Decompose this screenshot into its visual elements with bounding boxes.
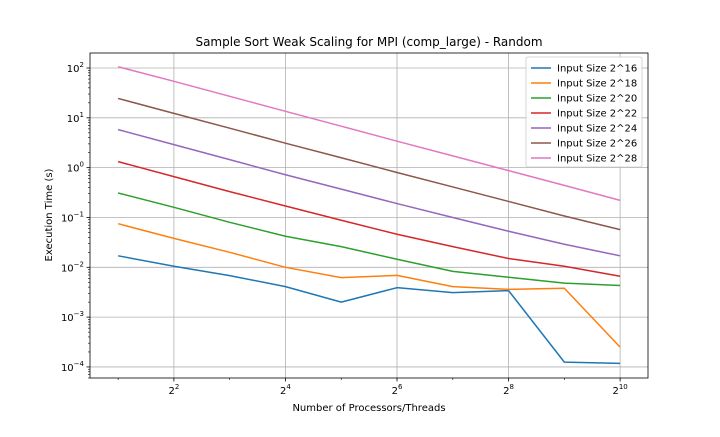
y-tick-label-5: 101 — [67, 111, 84, 125]
legend-label-3: Input Size 2^22 — [557, 109, 637, 120]
x-tick-label-4: 210 — [612, 383, 627, 397]
x-axis-label: Number of Processors/Threads — [292, 403, 445, 414]
legend-label-0: Input Size 2^16 — [557, 64, 637, 75]
x-tick-label-1: 24 — [280, 383, 291, 397]
legend-label-6: Input Size 2^28 — [557, 154, 637, 165]
series-line-5 — [117, 97, 621, 231]
axes: 22 24 26 28 210 10−4 10−3 10−2 10−1 100 101 102 — [61, 52, 649, 397]
y-tick-label-3: 10−1 — [61, 210, 84, 224]
series-lines — [117, 66, 621, 365]
series-line-4 — [117, 128, 621, 257]
y-tick-label-4: 100 — [67, 161, 84, 175]
y-tick-label-0: 10−4 — [61, 360, 85, 374]
y-axis-label: Execution Time (s) — [44, 168, 55, 261]
plot-frame — [89, 52, 649, 379]
legend-box — [525, 56, 643, 168]
legend: Input Size 2^16 Input Size 2^18 Input Size… — [525, 56, 643, 168]
x-tick-label-2: 26 — [392, 383, 403, 397]
x-tick-label-0: 22 — [168, 383, 179, 397]
y-tick-label-2: 10−2 — [61, 260, 84, 274]
legend-label-1: Input Size 2^18 — [557, 79, 637, 90]
series-line-1 — [117, 222, 621, 348]
legend-label-2: Input Size 2^20 — [557, 94, 637, 105]
chart-title: Sample Sort Weak Scaling for MPI (comp_l… — [195, 35, 542, 49]
x-tick-label-3: 28 — [503, 383, 514, 397]
series-line-3 — [117, 160, 621, 278]
series-line-2 — [117, 192, 621, 287]
y-tick-label-6: 102 — [67, 61, 84, 75]
series-line-0 — [117, 255, 621, 365]
y-tick-label-1: 10−3 — [61, 310, 84, 324]
legend-label-5: Input Size 2^26 — [557, 139, 637, 150]
legend-label-4: Input Size 2^24 — [557, 124, 637, 135]
series-line-6 — [117, 66, 621, 202]
